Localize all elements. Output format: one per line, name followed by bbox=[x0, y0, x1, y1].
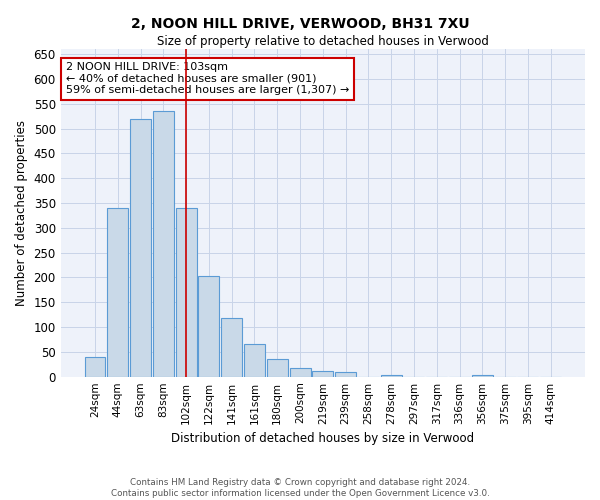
Bar bbox=[381, 375, 401, 376]
Bar bbox=[199, 276, 220, 376]
Title: Size of property relative to detached houses in Verwood: Size of property relative to detached ho… bbox=[157, 35, 489, 48]
Text: 2, NOON HILL DRIVE, VERWOOD, BH31 7XU: 2, NOON HILL DRIVE, VERWOOD, BH31 7XU bbox=[131, 18, 469, 32]
Bar bbox=[221, 318, 242, 376]
Text: Contains HM Land Registry data © Crown copyright and database right 2024.
Contai: Contains HM Land Registry data © Crown c… bbox=[110, 478, 490, 498]
Bar bbox=[335, 372, 356, 376]
Text: 2 NOON HILL DRIVE: 103sqm
← 40% of detached houses are smaller (901)
59% of semi: 2 NOON HILL DRIVE: 103sqm ← 40% of detac… bbox=[66, 62, 349, 96]
Bar bbox=[153, 111, 174, 376]
Bar bbox=[130, 118, 151, 376]
Bar bbox=[472, 375, 493, 376]
Bar bbox=[244, 344, 265, 376]
Bar bbox=[290, 368, 311, 376]
Bar bbox=[85, 357, 106, 376]
Bar bbox=[313, 370, 334, 376]
Bar bbox=[267, 360, 288, 376]
Bar bbox=[107, 208, 128, 376]
Y-axis label: Number of detached properties: Number of detached properties bbox=[15, 120, 28, 306]
X-axis label: Distribution of detached houses by size in Verwood: Distribution of detached houses by size … bbox=[171, 432, 475, 445]
Bar bbox=[176, 208, 197, 376]
